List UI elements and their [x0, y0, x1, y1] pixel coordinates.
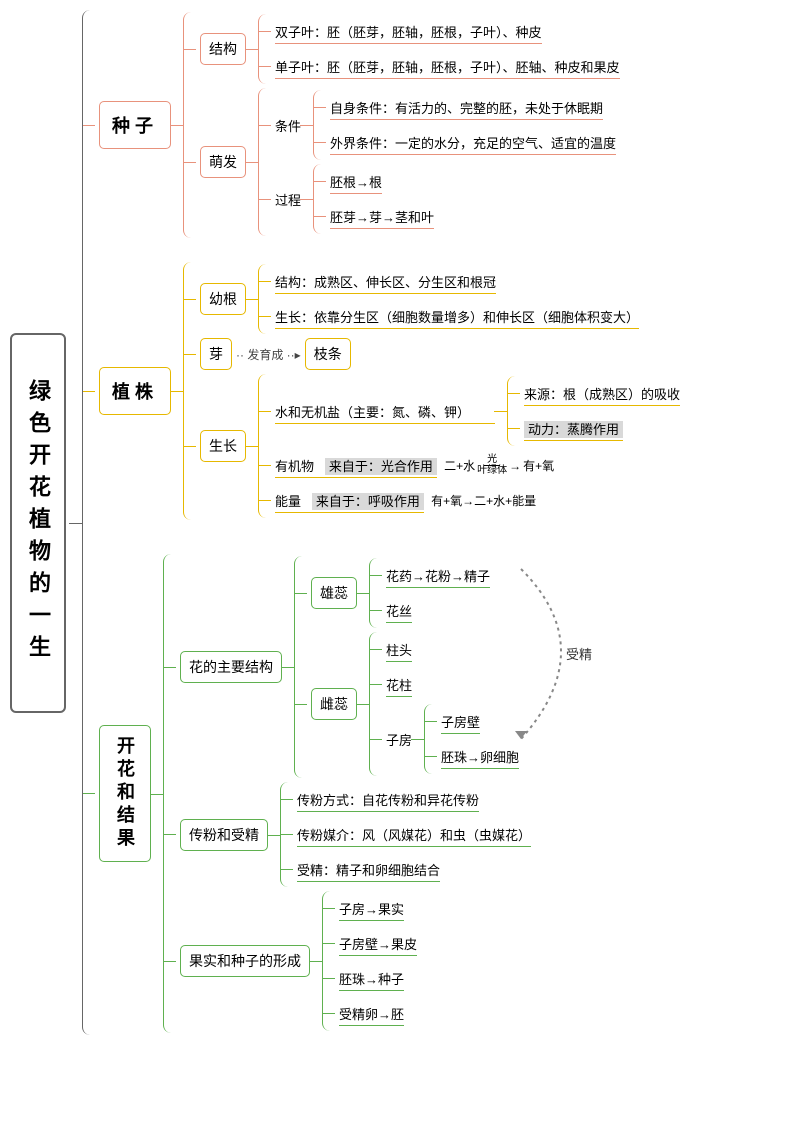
leaf-energy: 能量 来自于：呼吸作用: [275, 488, 424, 513]
node-bud: 芽: [200, 338, 232, 370]
leaf-ovary-wall: 子房壁: [441, 709, 480, 734]
leaf-proc1: 胚根→根: [330, 169, 382, 194]
seed-bracket: 结构 双子叶：胚（胚芽，胚轴，胚根，子叶）、种皮 单子叶：胚（胚芽，胚轴，胚根，…: [183, 12, 620, 238]
leaf-water-source: 来源：根（成熟区）的吸收: [524, 381, 680, 406]
respiration-formula: 有+氧→二+水+能量: [431, 492, 536, 509]
root-title: 绿色开花植物的一生: [10, 333, 66, 713]
photosynthesis-formula: 二+水 光叶绿体 →有+氧: [444, 455, 554, 476]
label-process: 过程: [275, 187, 301, 211]
leaf-fruit4: 受精卵→胚: [339, 1001, 404, 1026]
node-flower-structure: 花的主要结构: [180, 651, 282, 683]
svg-text:受精: 受精: [566, 647, 592, 662]
arrow-develop: ·· 发育成 ··▸: [236, 346, 301, 363]
leaf-poll-medium: 传粉媒介：风（风媒花）和虫（虫媒花）: [297, 822, 531, 847]
leaf-water-power: 动力：蒸腾作用: [524, 416, 623, 441]
mindmap-root: 绿色开花植物的一生 种子 结构 双子叶：胚（胚芽，胚轴，胚根，子叶）、种皮 单子…: [10, 10, 783, 1035]
label-conditions: 条件: [275, 113, 301, 137]
node-germination: 萌发: [200, 146, 246, 178]
leaf-self-cond: 自身条件：有活力的、完整的胚，未处于休眠期: [330, 95, 603, 120]
node-seed: 种子: [99, 101, 171, 149]
node-plant: 植株: [99, 367, 171, 415]
root-bracket: 种子 结构 双子叶：胚（胚芽，胚轴，胚根，子叶）、种皮 单子叶：胚（胚芽，胚轴，…: [82, 10, 680, 1035]
node-growth: 生长: [200, 430, 246, 462]
branch-seed: 种子 结构 双子叶：胚（胚芽，胚轴，胚根，子叶）、种皮 单子叶：胚（胚芽，胚轴，…: [83, 10, 680, 240]
germ-bracket: 条件 自身条件：有活力的、完整的胚，未处于休眠期 外界条件：一定的水分，充足的空…: [258, 88, 616, 236]
leaf-root-struct: 结构：成熟区、伸长区、分生区和根冠: [275, 269, 496, 294]
structure-bracket: 双子叶：胚（胚芽，胚轴，胚根，子叶）、种皮 单子叶：胚（胚芽，胚轴，胚根，子叶）…: [258, 14, 620, 84]
leaf-style: 花柱: [386, 672, 412, 697]
leaf-proc2: 胚芽→芽→茎和叶: [330, 204, 434, 229]
leaf-fruit2: 子房壁→果皮: [339, 931, 417, 956]
leaf-anther: 花药→花粉→精子: [386, 563, 490, 588]
leaf-dicot: 双子叶：胚（胚芽，胚轴，胚根，子叶）、种皮: [275, 19, 542, 44]
leaf-ovary: 子房: [386, 727, 412, 751]
node-flower: 开花和结果: [99, 725, 151, 862]
leaf-monocot: 单子叶：胚（胚芽，胚轴，胚根，子叶）、胚轴、种皮和果皮: [275, 54, 620, 79]
node-branch-result: 枝条: [305, 338, 351, 370]
flower-bracket: 花的主要结构 雄蕊 花药→花粉→精子 花丝 雌蕊 柱头: [163, 554, 531, 1033]
leaf-poll-method: 传粉方式：自花传粉和异花传粉: [297, 787, 479, 812]
node-seed-structure: 结构: [200, 33, 246, 65]
leaf-root-growth: 生长：依靠分生区（细胞数量增多）和伸长区（细胞体积变大）: [275, 304, 639, 329]
fertilization-arrow: 受精: [511, 559, 631, 749]
leaf-filament: 花丝: [386, 598, 412, 623]
leaf-organic: 有机物 来自于：光合作用: [275, 453, 437, 478]
leaf-fertilization: 受精：精子和卵细胞结合: [297, 857, 440, 882]
node-stamen: 雄蕊: [311, 577, 357, 609]
node-pistil: 雌蕊: [311, 688, 357, 720]
node-young-root: 幼根: [200, 283, 246, 315]
branch-plant: 植株 幼根 结构：成熟区、伸长区、分生区和根冠 生长：依靠分生区（细胞数量增多）…: [83, 260, 680, 522]
leaf-ext-cond: 外界条件：一定的水分，充足的空气、适宜的温度: [330, 130, 616, 155]
leaf-stigma: 柱头: [386, 637, 412, 662]
plant-bracket: 幼根 结构：成熟区、伸长区、分生区和根冠 生长：依靠分生区（细胞数量增多）和伸长…: [183, 262, 680, 520]
leaf-water: 水和无机盐（主要：氮、磷、钾）: [275, 399, 495, 424]
seed-germination: 萌发 条件 自身条件：有活力的、完整的胚，未处于休眠期 外界条件：一定的水分，充…: [184, 86, 620, 238]
leaf-fruit3: 胚珠→种子: [339, 966, 404, 991]
seed-structure: 结构 双子叶：胚（胚芽，胚轴，胚根，子叶）、种皮 单子叶：胚（胚芽，胚轴，胚根，…: [184, 12, 620, 86]
leaf-ovule: 胚珠→卵细胞: [441, 744, 519, 769]
leaf-fruit1: 子房→果实: [339, 896, 404, 921]
branch-flower: 开花和结果 花的主要结构 雄蕊 花药→花粉→精子 花丝 雌蕊: [83, 552, 680, 1035]
node-fruit: 果实和种子的形成: [180, 945, 310, 977]
node-pollination: 传粉和受精: [180, 819, 268, 851]
